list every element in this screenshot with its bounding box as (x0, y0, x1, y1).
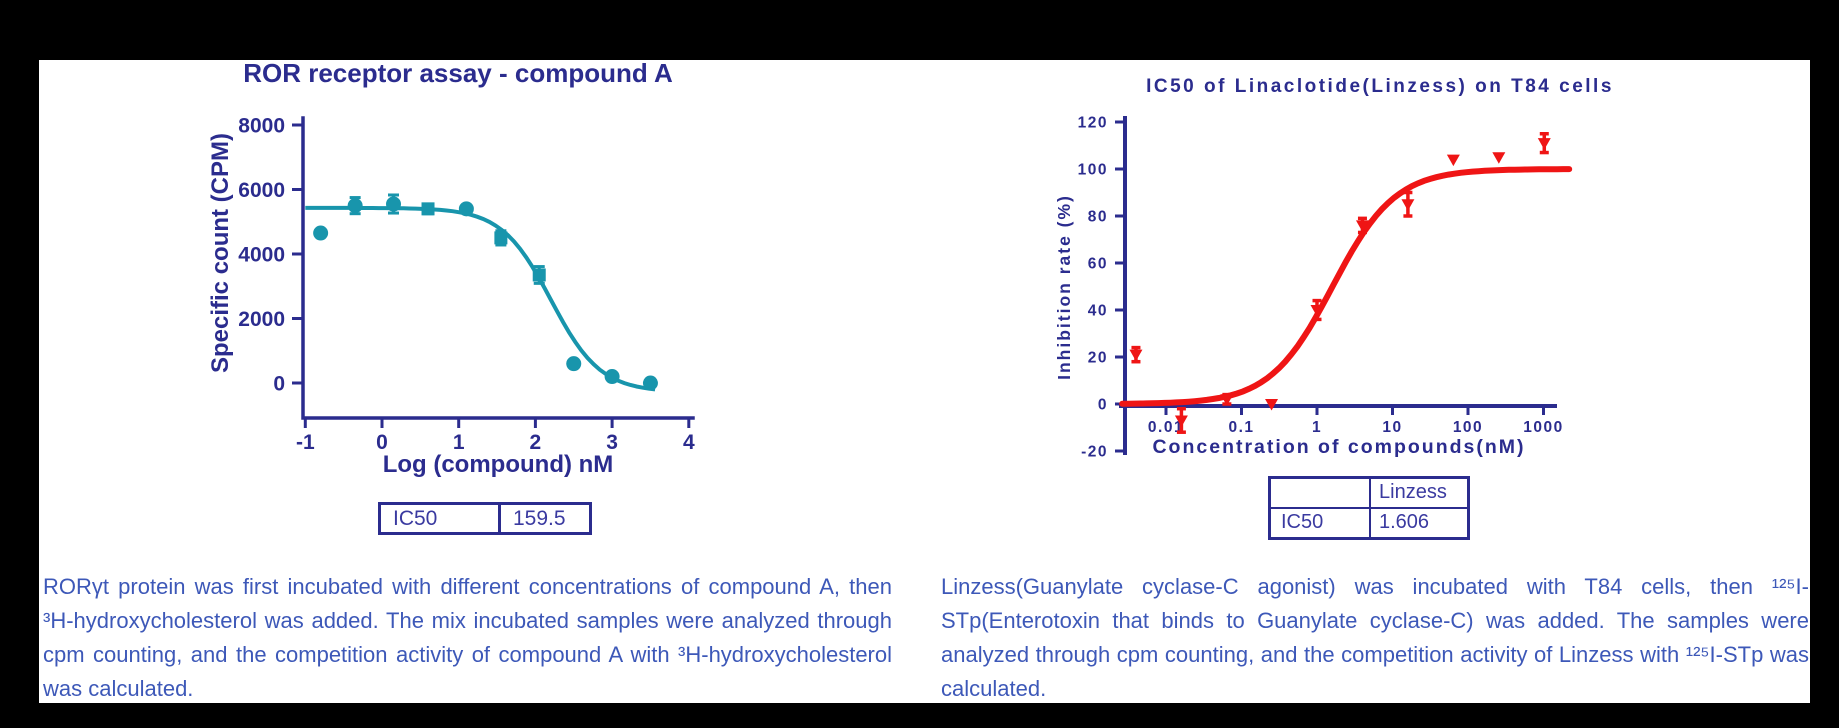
left-data-points (313, 193, 658, 391)
svg-text:120: 120 (1078, 115, 1108, 132)
right-ic50-value-cell: 1.606 (1379, 511, 1430, 533)
svg-text:2: 2 (530, 431, 542, 454)
left-ic50-label-cell: IC50 (381, 505, 501, 532)
svg-text:1: 1 (1312, 419, 1322, 436)
svg-text:0: 0 (273, 373, 285, 396)
content-panel: 8000 6000 4000 2000 0 -1 0 1 2 3 4 120 100 80 60 40 20 0 -… (39, 58, 1810, 703)
left-ic50-value-cell: 159.5 (513, 507, 566, 530)
svg-text:0: 0 (376, 431, 388, 454)
right-x-axis-label: Concentration of compounds(nM) (1152, 436, 1526, 458)
svg-text:0.1: 0.1 (1228, 419, 1254, 436)
right-table-empty-cell (1271, 479, 1371, 507)
right-ic50-table: Linzess IC50 1.606 (1268, 476, 1470, 540)
svg-text:80: 80 (1088, 209, 1108, 226)
svg-text:100: 100 (1453, 419, 1483, 436)
right-plot-axes: 120 100 80 60 40 20 0 -20 0.01 0.1 1 10 100 1000 (1078, 115, 1563, 461)
right-table-header-cell: Linzess (1379, 481, 1447, 503)
left-ic50-table: IC50 159.5 (378, 502, 592, 535)
svg-text:6000: 6000 (238, 179, 285, 202)
left-plot-axes: 8000 6000 4000 2000 0 -1 0 1 2 3 4 (238, 115, 695, 455)
right-fit-curve (1119, 166, 1573, 407)
svg-text:-1: -1 (296, 431, 315, 454)
svg-text:1: 1 (453, 431, 465, 454)
right-ic50-label-cell: IC50 (1271, 509, 1371, 537)
svg-text:40: 40 (1088, 303, 1108, 320)
right-caption: Linzess(Guanylate cyclase-C agonist) was… (941, 574, 1809, 701)
right-y-axis-label: Inhibition rate (%) (1054, 194, 1074, 380)
svg-text:4000: 4000 (238, 244, 285, 267)
left-x-axis-label: Log (compound) nM (382, 451, 614, 478)
svg-text:1000: 1000 (1523, 419, 1563, 436)
svg-text:2000: 2000 (238, 308, 285, 331)
right-data-points (1129, 132, 1551, 434)
svg-text:100: 100 (1078, 162, 1108, 179)
svg-text:10: 10 (1382, 419, 1402, 436)
svg-text:4: 4 (683, 431, 695, 454)
svg-text:0.01: 0.01 (1148, 419, 1184, 436)
svg-text:60: 60 (1088, 256, 1108, 273)
left-caption: RORγt protein was first incubated with d… (43, 574, 892, 701)
left-fit-curve (305, 205, 656, 392)
svg-text:20: 20 (1088, 350, 1108, 367)
svg-text:-20: -20 (1081, 444, 1108, 461)
svg-text:3: 3 (606, 431, 618, 454)
left-y-axis-label: Specific count (CPM) (207, 133, 234, 374)
charts-canvas: 8000 6000 4000 2000 0 -1 0 1 2 3 4 120 100 80 60 40 20 0 -… (238, 115, 1573, 461)
left-chart-title: ROR receptor assay - compound A (243, 58, 673, 88)
right-chart-title: IC50 of Linaclotide(Linzess) on T84 cell… (1146, 76, 1614, 97)
svg-text:0: 0 (1098, 397, 1108, 414)
svg-text:8000: 8000 (238, 115, 285, 138)
